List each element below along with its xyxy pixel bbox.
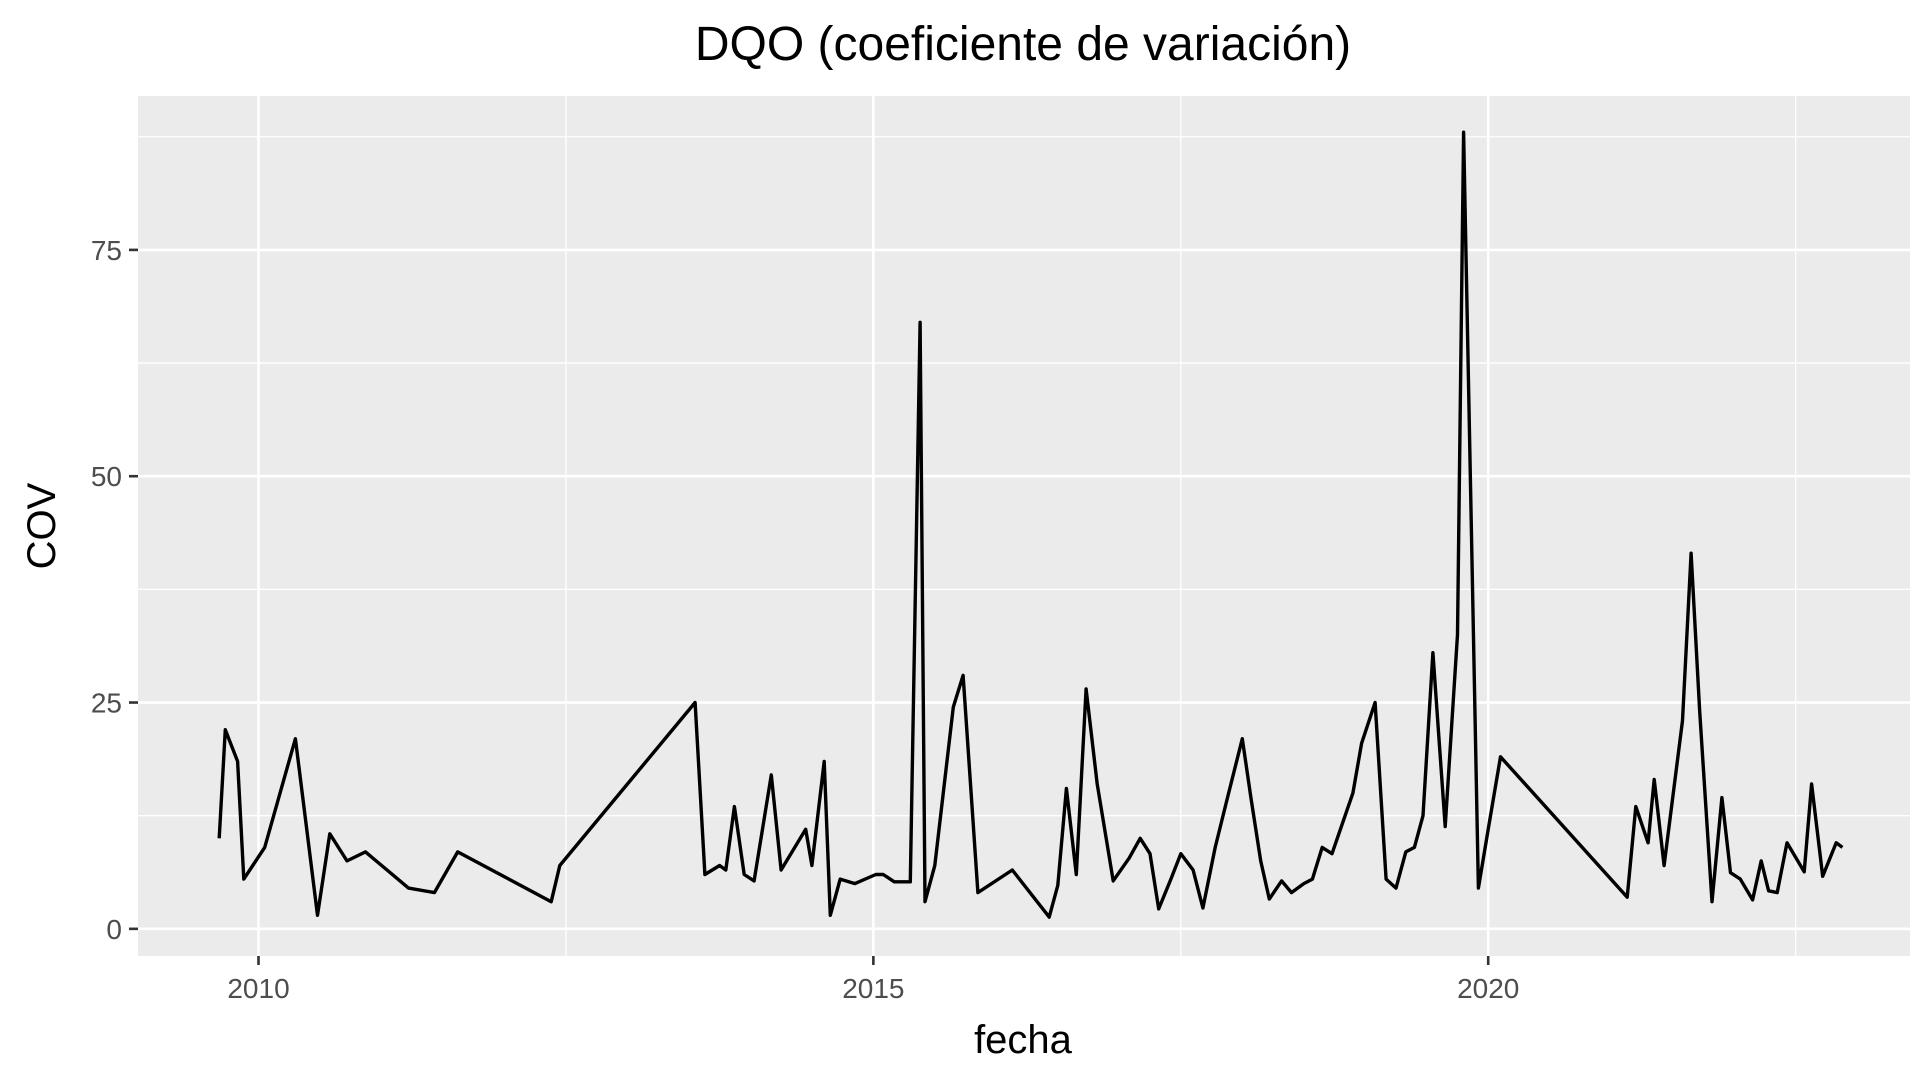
y-tick-label: 50 <box>91 461 122 492</box>
x-axis-title: fecha <box>974 1018 1073 1062</box>
x-tick-label: 2020 <box>1457 973 1519 1004</box>
axis-ticks <box>129 248 1490 965</box>
axis-tick-labels: 2010 2015 2020 0 25 50 75 <box>91 235 1520 1004</box>
y-tick-label: 75 <box>91 235 122 266</box>
y-tick-label: 25 <box>91 688 122 719</box>
x-tick-label: 2015 <box>842 973 904 1004</box>
x-tick-label: 2010 <box>227 973 289 1004</box>
plot-panel <box>138 96 1910 956</box>
y-axis-title: COV <box>20 482 64 569</box>
minor-gridlines <box>138 96 1910 956</box>
chart-title: DQO (coeficiente de variación) <box>695 18 1351 71</box>
series-line <box>217 130 1844 919</box>
major-gridlines <box>138 96 1910 956</box>
y-tick-label: 0 <box>106 914 122 945</box>
